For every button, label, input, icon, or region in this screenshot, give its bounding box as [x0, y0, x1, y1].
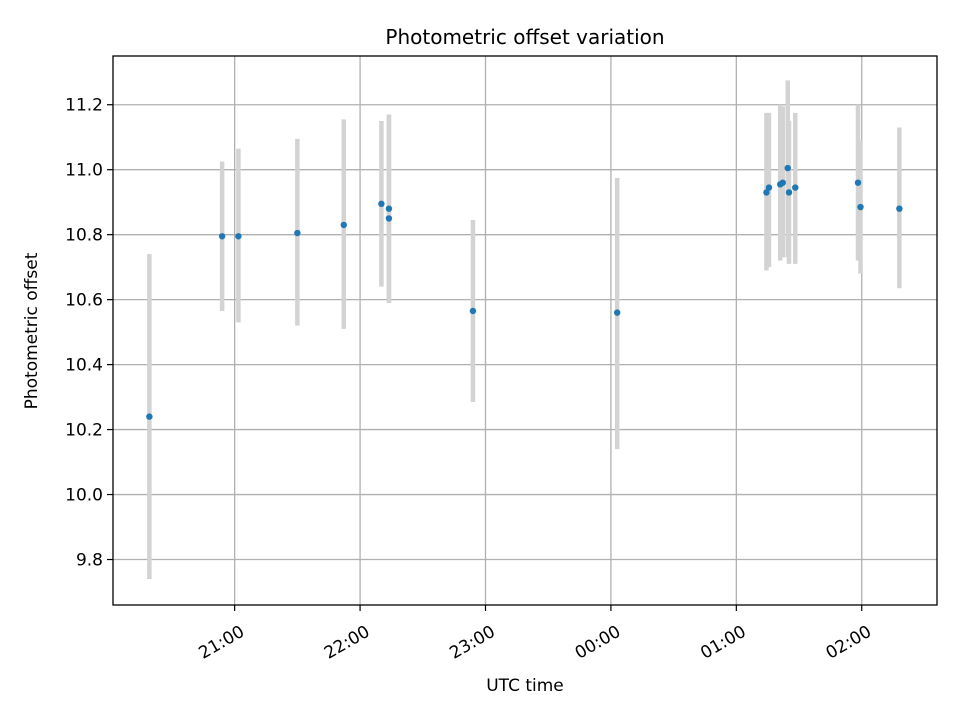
data-point	[613, 309, 621, 316]
data-point	[792, 184, 799, 191]
y-axis-ticks: 9.8 10.0 10.2 10.4 10.6 10.8 11.0 11.2	[65, 96, 113, 571]
data-point	[896, 205, 903, 212]
data-point	[857, 203, 864, 211]
data-point	[218, 233, 226, 240]
y-tick-label: 11.0	[65, 161, 103, 181]
chart-title: Photometric offset variation	[385, 25, 664, 49]
data-point	[469, 307, 477, 315]
y-tick-label: 10.8	[65, 226, 103, 246]
data-point	[294, 229, 301, 237]
data-point	[340, 221, 347, 229]
data-point	[385, 215, 393, 222]
data-point	[763, 189, 770, 196]
data-point	[378, 200, 385, 208]
y-tick-label: 10.4	[65, 356, 103, 376]
y-axis-title: Photometric offset	[22, 252, 42, 409]
y-tick-label: 10.0	[65, 486, 103, 506]
y-tick-label: 11.2	[65, 96, 103, 116]
data-point	[854, 179, 862, 186]
data-point	[779, 179, 786, 186]
data-point	[784, 164, 791, 172]
data-point	[785, 189, 793, 196]
y-tick-label: 10.6	[65, 291, 103, 311]
x-axis-title: UTC time	[486, 676, 564, 696]
data-point	[235, 233, 242, 240]
data-point	[146, 413, 153, 420]
data-point	[385, 205, 393, 212]
y-tick-label: 9.8	[76, 551, 103, 571]
y-tick-label: 10.2	[65, 421, 103, 441]
plot-frame	[112, 55, 938, 606]
data-points	[146, 164, 903, 420]
data-point	[765, 184, 773, 191]
